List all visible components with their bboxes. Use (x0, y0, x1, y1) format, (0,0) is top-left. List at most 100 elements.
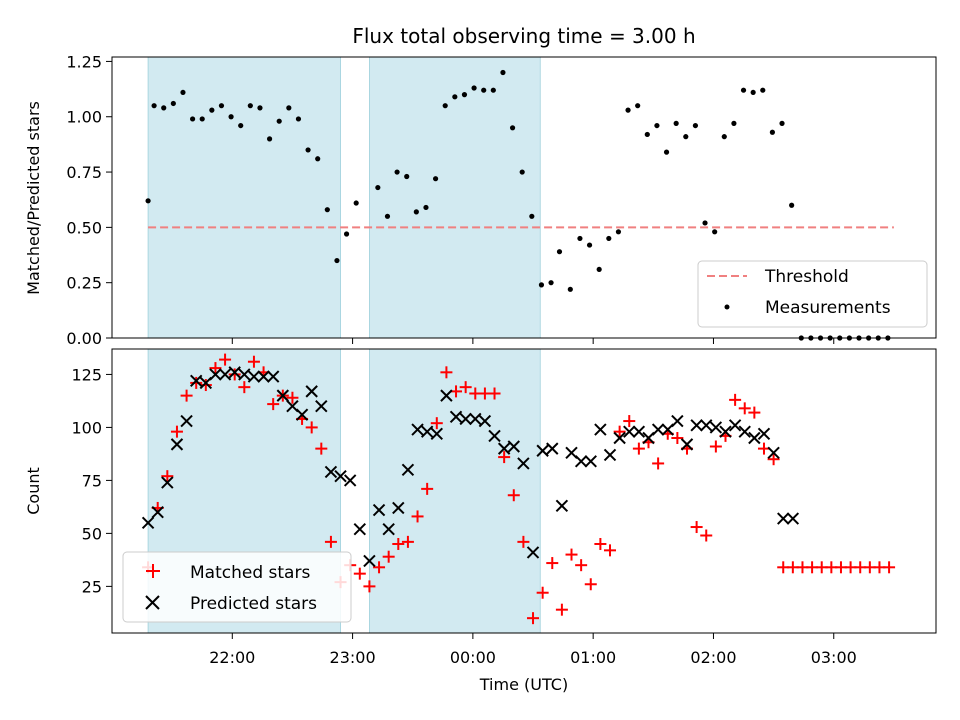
legend-matched-label: Matched stars (190, 563, 310, 583)
measurement-point (769, 129, 776, 135)
predicted-star-point (748, 431, 761, 445)
predicted-star-point (526, 546, 540, 559)
measurement-point (286, 105, 292, 111)
measurement-point (324, 207, 330, 213)
matched-star-point (623, 415, 636, 428)
ratio-x-ticks (231, 338, 835, 344)
measurement-point (548, 280, 554, 286)
predicted-star-point (411, 423, 424, 436)
measurement-point (305, 147, 311, 153)
measurement-point (266, 136, 273, 142)
predicted-star-point (517, 457, 530, 470)
measurement-point (161, 105, 167, 111)
measurement-point (461, 92, 468, 98)
ratio-legend-box (697, 260, 928, 328)
measurement-point (683, 134, 689, 140)
measurement-point (423, 204, 429, 211)
matched-star-point (305, 421, 318, 434)
matched-star-point (238, 381, 251, 394)
measurement-point (625, 107, 631, 113)
measurement-point (529, 213, 535, 219)
measurement-point (644, 131, 650, 138)
ratio-y-ticks: 0.00 0.25 0.50 0.75 1.00 1.25 (66, 52, 112, 348)
measurement-point (721, 134, 727, 140)
predicted-star-point (276, 389, 290, 402)
measurement-point (384, 213, 391, 219)
measurement-point (247, 103, 253, 109)
ratio-plot-frame (111, 56, 937, 339)
predicted-star-point (228, 366, 241, 379)
predicted-star-point (238, 368, 251, 381)
matched-star-point (392, 537, 405, 550)
count-y-tick-label: 25 (82, 577, 102, 596)
predicted-star-points (141, 366, 800, 568)
matched-star-point (709, 440, 722, 453)
predicted-star-point (478, 414, 492, 428)
predicted-star-point (651, 423, 665, 436)
matched-star-point (748, 406, 761, 419)
predicted-star-point (623, 425, 636, 438)
measurement-point (413, 209, 419, 215)
measurement-point (199, 116, 205, 122)
predicted-star-point (180, 414, 193, 428)
predicted-star-point (420, 425, 434, 438)
predicted-star-point (767, 446, 780, 460)
measurement-point (353, 200, 359, 206)
matched-star-point (421, 482, 434, 495)
matched-star-point (729, 393, 742, 406)
predicted-star-point (546, 442, 559, 455)
ratio-legend: Threshold Measurements (697, 260, 928, 328)
predicted-star-point (141, 516, 155, 529)
measurement-point (218, 103, 225, 109)
predicted-star-point (324, 465, 338, 479)
predicted-star-point (574, 455, 588, 468)
predicted-star-point (170, 438, 184, 451)
predicted-star-point (594, 423, 607, 436)
matched-star-point (555, 603, 568, 616)
matched-star-point (180, 389, 193, 402)
matched-star-point (286, 391, 299, 404)
measurement-point (189, 116, 196, 122)
matched-star-point (690, 521, 703, 534)
predicted-star-point (584, 455, 597, 468)
matched-star-point (401, 535, 414, 548)
predicted-star-point (777, 512, 790, 525)
measurement-point (145, 198, 151, 204)
ratio-y-tick-label: 1.00 (66, 108, 102, 127)
predicted-star-point (738, 425, 751, 438)
matched-star-point (584, 578, 597, 591)
predicted-star-point (459, 412, 472, 426)
predicted-star-point (315, 400, 328, 413)
measurement-point (375, 184, 381, 191)
x-tick-label: 03:00 (811, 648, 857, 667)
measurement-point (556, 249, 563, 255)
x-tick-label: 00:00 (450, 648, 496, 667)
predicted-star-point (700, 419, 713, 432)
matched-star-point (228, 368, 241, 381)
measurement-point (481, 87, 487, 93)
count-y-tick-label: 50 (82, 524, 102, 543)
predicted-star-point (440, 389, 453, 402)
count-y-ticks: 25 50 75 100 125 (71, 365, 112, 596)
matched-star-point (594, 537, 607, 550)
predicted-star-point (257, 370, 270, 383)
measurement-point (452, 94, 458, 100)
measurement-point (209, 107, 215, 113)
predicted-star-point (295, 408, 309, 421)
measurement-point (432, 176, 439, 182)
predicted-star-point (382, 522, 395, 536)
predicted-star-point (757, 427, 771, 440)
count-y-tick-label: 125 (71, 365, 102, 384)
matched-star-point (738, 402, 751, 415)
matched-star-point (883, 561, 896, 574)
ratio-y-tick-label: 0.25 (66, 274, 102, 293)
measurement-point (228, 114, 234, 120)
x-tick-label: 22:00 (209, 648, 255, 667)
matched-star-point (411, 510, 424, 523)
matched-star-point (546, 557, 559, 570)
count-x-ticks: 22:00 23:00 00:00 01:00 02:00 03:00 (209, 633, 857, 667)
matched-star-point (652, 457, 665, 470)
predicted-star-point (209, 368, 222, 381)
measurement-point (760, 87, 766, 93)
count-y-tick-label: 100 (71, 418, 102, 437)
